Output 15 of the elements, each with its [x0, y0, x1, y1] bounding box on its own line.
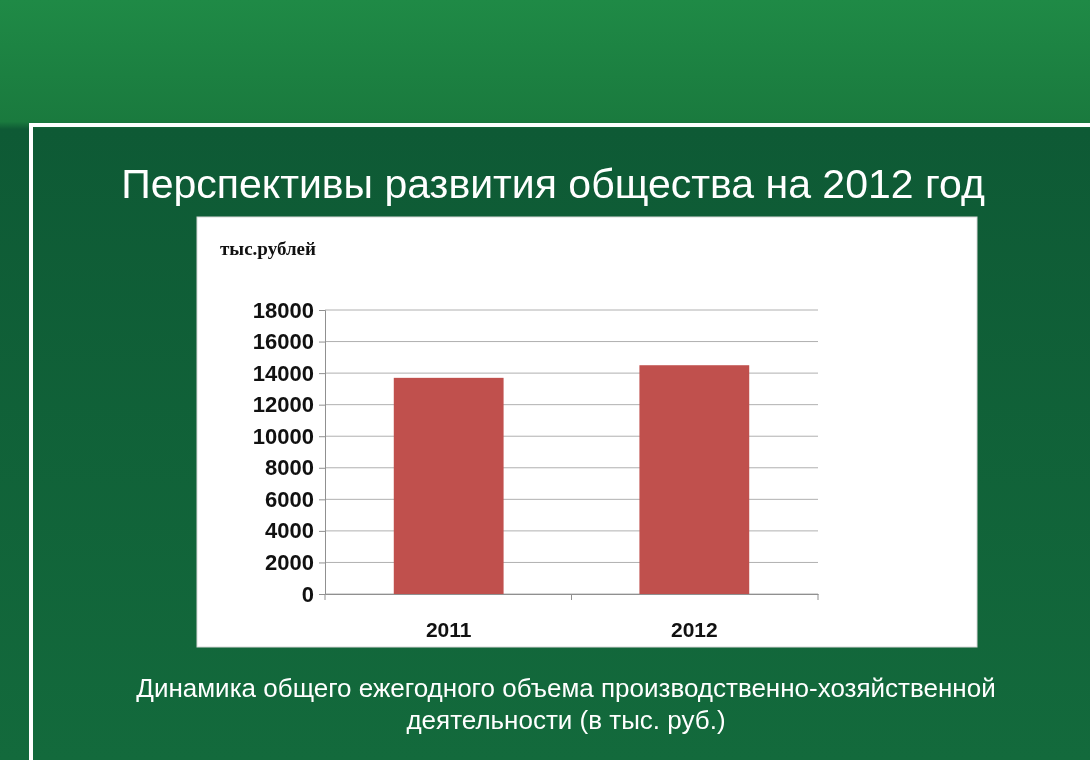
- y-tick-label: 2000: [265, 549, 314, 575]
- x-tick-label: 2012: [670, 617, 718, 641]
- x-tick-label: 2011: [425, 617, 472, 641]
- y-axis-title: тыс.рублей: [220, 238, 317, 259]
- y-tick-label: 10000: [252, 423, 314, 449]
- y-tick-label: 12000: [252, 392, 314, 418]
- y-tick-label: 18000: [252, 297, 314, 323]
- y-tick-label: 6000: [265, 486, 314, 512]
- y-tick-label: 0: [301, 581, 314, 607]
- y-tick-label: 4000: [265, 518, 314, 544]
- y-tick-label: 14000: [252, 360, 314, 386]
- y-tick-label: 16000: [252, 329, 314, 355]
- chart-title: Перспективы развития общества на 2012 год: [121, 161, 985, 207]
- y-tick-label: 8000: [265, 455, 314, 481]
- text: Динамика общего ежегодного объема производственно-хозяйственной деятельности (в тыс. руб.): [136, 673, 996, 735]
